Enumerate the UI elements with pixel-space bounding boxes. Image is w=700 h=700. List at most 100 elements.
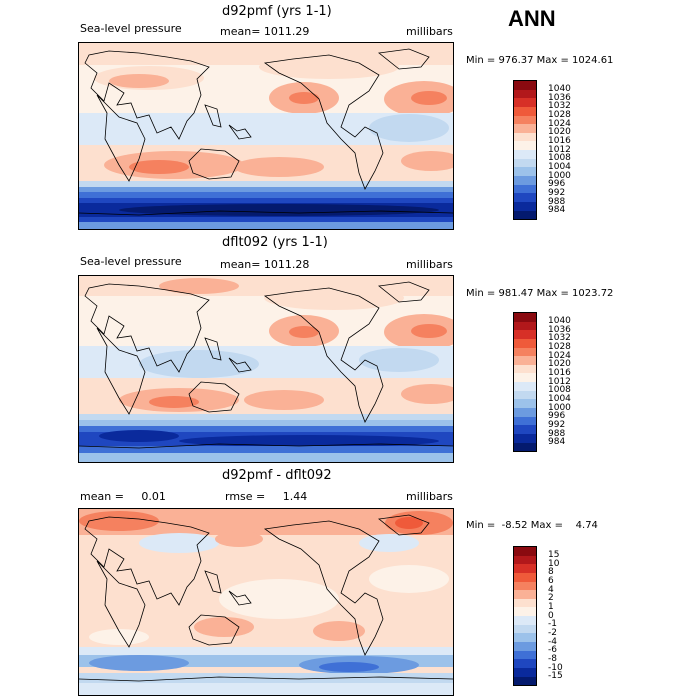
- colorbar-label: 1016: [548, 136, 571, 146]
- panel-3-mean: mean = 0.01: [80, 490, 166, 503]
- colorbar-swatch: [514, 425, 536, 434]
- colorbar-label: 15: [548, 550, 560, 560]
- colorbar-swatch: [514, 382, 536, 391]
- season-label: ANN: [508, 6, 556, 31]
- colorbar-label: 1008: [548, 153, 571, 163]
- colorbar-label: 1040: [548, 316, 571, 326]
- colorbar-swatch: [514, 364, 536, 374]
- colorbar-label: -6: [548, 645, 557, 655]
- panel-3-colorbar: 15 10 8 6 4 2 1 0 -1 -2 -4 -6 -8 -10 -15: [513, 546, 563, 687]
- colorbar-swatch: [514, 98, 536, 107]
- colorbar-swatch: [514, 347, 536, 357]
- colorbar-swatch: [514, 572, 536, 582]
- colorbar-swatch: [514, 607, 536, 617]
- panel-3-map: [78, 508, 454, 696]
- panel-1-map: [78, 42, 454, 230]
- colorbar-swatch: [514, 633, 536, 643]
- colorbar-label: 1: [548, 602, 554, 612]
- colorbar-swatch: [514, 193, 536, 202]
- colorbar-label: 996: [548, 179, 566, 189]
- colorbar-label: -10: [548, 663, 563, 673]
- panel-1-units: millibars: [406, 25, 453, 38]
- colorbar-label: 1040: [548, 84, 571, 94]
- colorbar-label: 984: [548, 437, 566, 447]
- colorbar-label: 984: [548, 205, 566, 215]
- colorbar-label: 1028: [548, 110, 571, 120]
- colorbar-swatch: [514, 564, 536, 573]
- colorbar-swatch: [514, 338, 536, 348]
- colorbar-label: 1020: [548, 359, 571, 369]
- colorbar-swatch: [514, 150, 536, 159]
- panel-3-units: millibars: [406, 490, 453, 503]
- colorbar-swatch: [514, 81, 536, 90]
- colorbar-swatch: [514, 590, 536, 599]
- panel-2-map: [78, 275, 454, 463]
- colorbar-label: 6: [548, 576, 554, 586]
- panel-1-colorbar: 1040 1036 1032 1028 1024 1020 1016 1012 …: [513, 80, 571, 221]
- colorbar-label: 1032: [548, 101, 571, 111]
- colorbar-label: 992: [548, 420, 566, 430]
- colorbar-swatch: [514, 321, 536, 331]
- colorbar-label: 1004: [548, 162, 571, 172]
- colorbar-swatch: [514, 676, 536, 686]
- colorbar-swatch: [514, 642, 536, 651]
- colorbar-label: 1024: [548, 351, 571, 361]
- colorbar-swatch: [514, 408, 536, 417]
- colorbar-swatch: [514, 598, 536, 608]
- colorbar-label: 1008: [548, 385, 571, 395]
- colorbar-label: 1000: [548, 171, 571, 181]
- panel-2-units: millibars: [406, 258, 453, 271]
- colorbar-label: 8: [548, 567, 554, 577]
- colorbar-swatch: [514, 210, 536, 220]
- panel-2-colorbar: 1040 1036 1032 1028 1024 1020 1016 1012 …: [513, 312, 571, 453]
- colorbar-label: 988: [548, 429, 566, 439]
- panel-3-minmax: Min = -8.52 Max = 4.74: [466, 520, 598, 531]
- colorbar-swatch: [514, 547, 536, 556]
- colorbar-swatch: [514, 581, 536, 591]
- colorbar-swatch: [514, 624, 536, 634]
- colorbar-swatch: [514, 184, 536, 194]
- panel-1-title: d92pmf (yrs 1-1): [222, 4, 332, 19]
- colorbar-swatch: [514, 373, 536, 383]
- colorbar-label: -2: [548, 628, 557, 638]
- colorbar-swatch: [514, 442, 536, 452]
- colorbar-swatch: [514, 313, 536, 322]
- colorbar-swatch: [514, 115, 536, 125]
- colorbar-label: 1016: [548, 368, 571, 378]
- colorbar-swatch: [514, 330, 536, 339]
- colorbar-label: 996: [548, 411, 566, 421]
- colorbar-label: 1032: [548, 333, 571, 343]
- colorbar-swatch: [514, 659, 536, 668]
- colorbar-label: 1036: [548, 325, 571, 335]
- colorbar-swatch: [514, 416, 536, 426]
- colorbar-label: -1: [548, 619, 557, 629]
- colorbar-label: 1012: [548, 377, 571, 387]
- colorbar-swatch: [514, 433, 536, 443]
- colorbar-label: 1012: [548, 145, 571, 155]
- colorbar-label: 992: [548, 188, 566, 198]
- colorbar-label: 2: [548, 593, 554, 603]
- colorbar-swatch: [514, 176, 536, 185]
- colorbar-label: 0: [548, 611, 554, 621]
- panel-2-minmax: Min = 981.47 Max = 1023.72: [466, 288, 614, 299]
- colorbar-swatch: [514, 132, 536, 142]
- colorbar-label: -8: [548, 654, 557, 664]
- colorbar-swatch: [514, 390, 536, 400]
- colorbar-swatch: [514, 141, 536, 151]
- colorbar-swatch: [514, 399, 536, 409]
- colorbar-label: 1020: [548, 127, 571, 137]
- colorbar-label: -15: [548, 671, 563, 681]
- panel-2-mean: mean= 1011.28: [220, 258, 310, 271]
- colorbar-swatch: [514, 667, 536, 677]
- colorbar-swatch: [514, 555, 536, 565]
- colorbar-label: 1000: [548, 403, 571, 413]
- panel-1-mean: mean= 1011.29: [220, 25, 310, 38]
- colorbar-swatch: [514, 167, 536, 177]
- colorbar-label: 4: [548, 585, 554, 595]
- panel-2-variable: Sea-level pressure: [80, 255, 182, 268]
- colorbar-label: 1028: [548, 342, 571, 352]
- colorbar-label: 1036: [548, 93, 571, 103]
- colorbar-swatch: [514, 356, 536, 365]
- colorbar-swatch: [514, 158, 536, 168]
- colorbar-swatch: [514, 124, 536, 133]
